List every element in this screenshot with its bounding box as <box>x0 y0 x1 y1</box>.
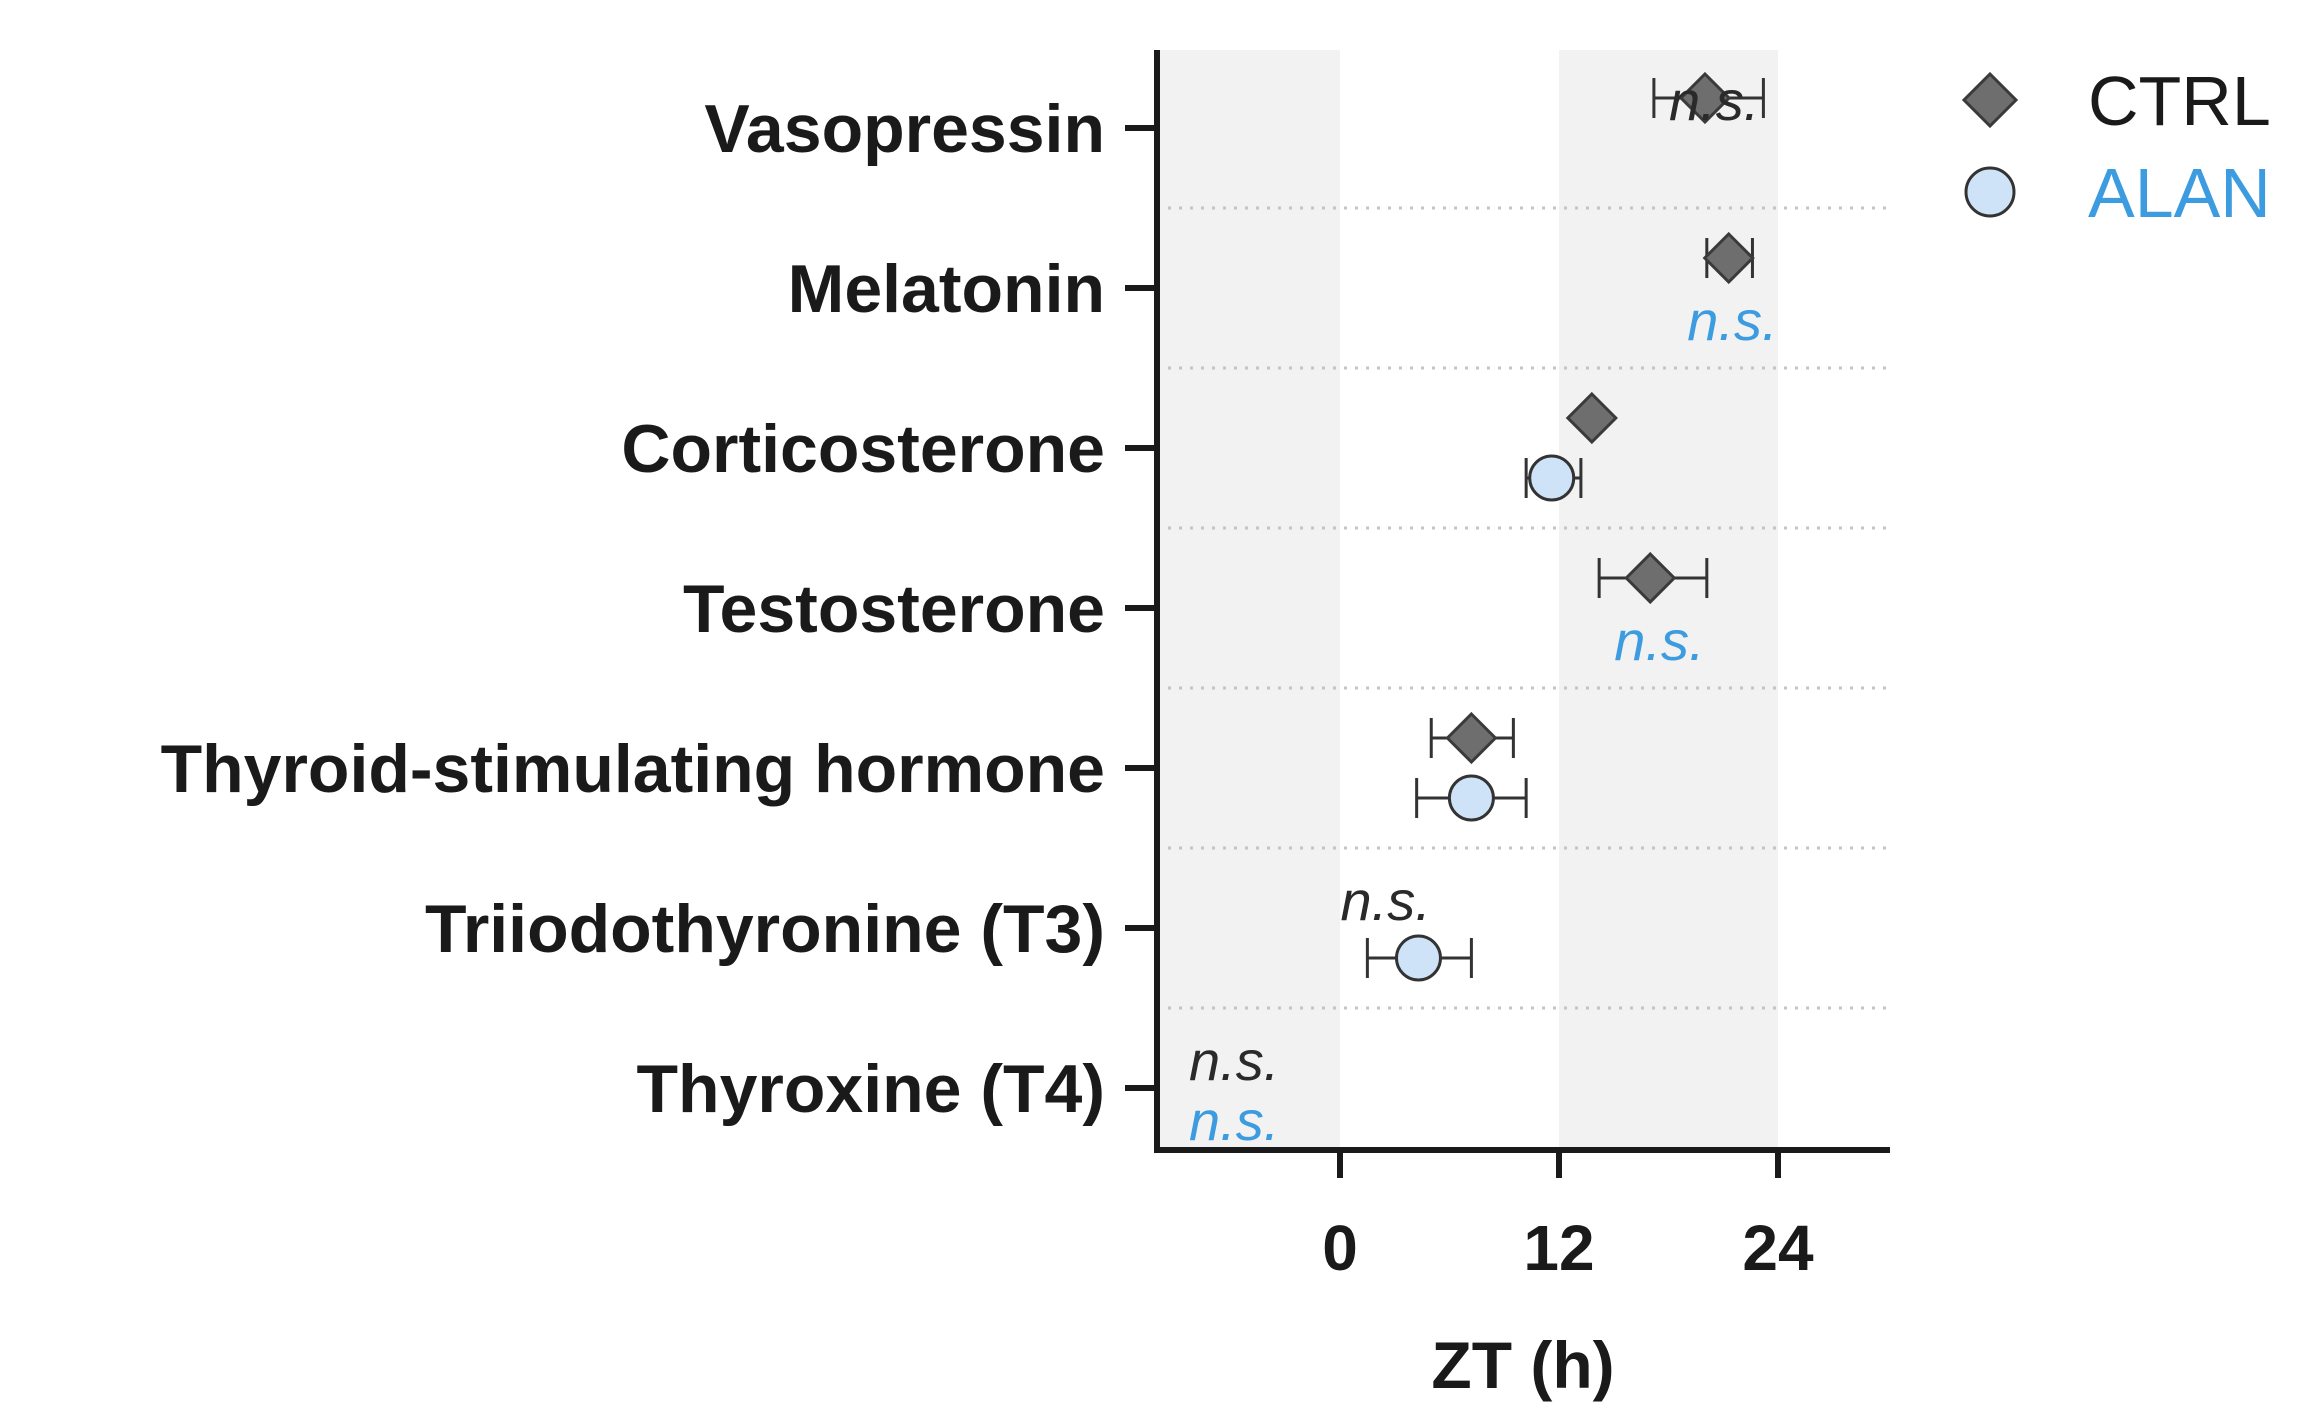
ns-annotation-ctrl: n.s. <box>1669 69 1759 132</box>
x-ticks: 0 12 24 <box>1322 1150 1814 1284</box>
x-tick-label: 12 <box>1523 1212 1594 1284</box>
category-label-testosterone: Testosterone <box>683 571 1105 647</box>
category-label-melatonin: Melatonin <box>788 251 1105 327</box>
ns-annotation-alan: n.s. <box>1189 1089 1279 1152</box>
alan-point-corticosterone <box>1528 454 1576 502</box>
ctrl-point-melatonin <box>1702 231 1755 285</box>
axes <box>1154 50 1890 1153</box>
shaded-region-0 <box>1157 50 1340 1150</box>
shaded-region-1 <box>1559 50 1778 1150</box>
ctrl-point-testosterone <box>1624 551 1677 605</box>
x-tick-label: 24 <box>1742 1212 1814 1284</box>
significance-annotations: n.s.n.s.n.s.n.s.n.s.n.s. <box>1189 69 1777 1152</box>
alan-point-thyroid-stimulating-hormone <box>1447 774 1495 822</box>
row-gridlines <box>1157 206 1890 1010</box>
ctrl-point-corticosterone <box>1565 391 1618 445</box>
x-tick-label: 0 <box>1322 1212 1358 1284</box>
category-label-vasopressin: Vasopressin <box>704 91 1105 167</box>
ctrl-point-thyroid-stimulating-hormone <box>1445 711 1498 765</box>
category-labels: Vasopressin Melatonin Corticosterone Testos… <box>161 91 1157 1127</box>
ns-annotation-alan: n.s. <box>1687 289 1777 352</box>
ctrl-point-vasopressin <box>1678 71 1732 125</box>
ns-annotation-alan: n.s. <box>1614 609 1704 672</box>
legend-alan-label: ALAN <box>2088 154 2271 232</box>
category-label-corticosterone: Corticosterone <box>621 411 1105 487</box>
data-markers <box>1394 71 1755 982</box>
legend-ctrl-label: CTRL <box>2088 62 2271 140</box>
shaded-regions <box>1157 50 1778 1150</box>
legend: CTRL ALAN <box>1961 62 2271 232</box>
legend-ctrl-marker <box>1961 71 2019 129</box>
legend-alan-marker <box>1964 166 2016 218</box>
category-label-triiodothyronine-t3: Triiodothyronine (T3) <box>425 891 1105 967</box>
ns-annotation-ctrl: n.s. <box>1189 1029 1279 1092</box>
alan-point-triiodothyronine-t3 <box>1394 934 1442 982</box>
ns-annotation-ctrl: n.s. <box>1340 869 1430 932</box>
category-label-thyroxine-t4: Thyroxine (T4) <box>637 1051 1106 1127</box>
x-axis-label: ZT (h) <box>1431 1328 1614 1402</box>
category-label-thyroid-stimulating-hormone: Thyroid-stimulating hormone <box>161 731 1105 807</box>
